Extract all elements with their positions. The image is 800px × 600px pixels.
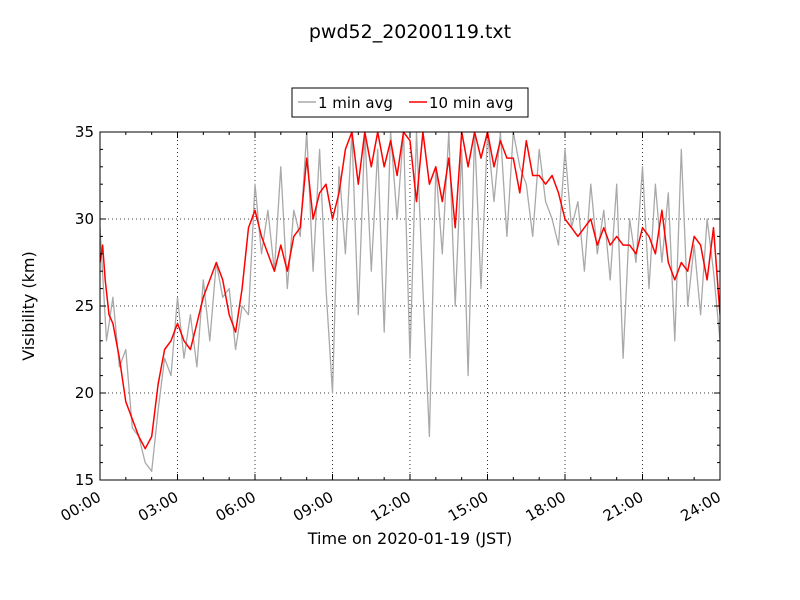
series-line-1min-avg — [100, 132, 720, 472]
legend-box — [291, 87, 529, 118]
legend: 1 min avg 10 min avg — [291, 87, 529, 118]
y-tick-label: 30 — [75, 210, 94, 228]
y-tick-label: 25 — [75, 297, 94, 315]
chart-title: pwd52_20200119.txt — [309, 21, 511, 43]
y-tick-label: 15 — [75, 471, 94, 489]
grid-lines — [100, 132, 720, 480]
series-layer — [100, 132, 720, 472]
y-tick-label: 20 — [75, 384, 94, 402]
series-line-10min-avg — [100, 132, 720, 450]
legend-label-1min: 1 min avg — [318, 94, 393, 112]
legend-label-10min: 10 min avg — [429, 94, 514, 112]
x-axis-label: Time on 2020-01-19 (JST) — [307, 529, 512, 548]
y-axis-label: Visibility (km) — [19, 251, 38, 360]
y-tick-label: 35 — [75, 123, 94, 141]
